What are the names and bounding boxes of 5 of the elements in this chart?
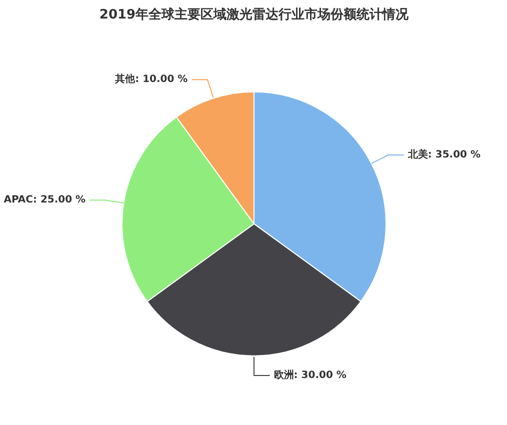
slice-label: 北美: 35.00 % (406, 148, 481, 161)
chart-title: 2019年全球主要区域激光雷达行业市场份额统计情况 (99, 6, 410, 22)
slice-label: APAC: 25.00 % (4, 194, 86, 206)
slice-label: 其他: 10.00 % (114, 73, 188, 86)
slice-label: 欧洲: 30.00 % (274, 368, 346, 381)
